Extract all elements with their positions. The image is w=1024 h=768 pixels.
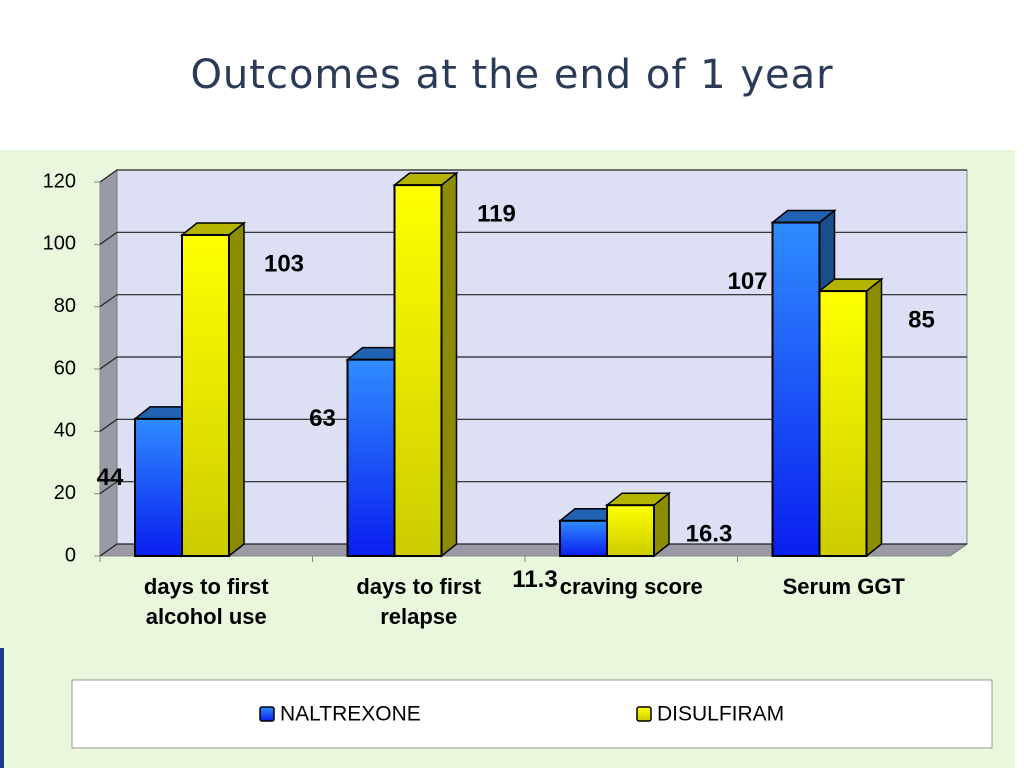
- grid-line: [99, 418, 967, 432]
- value-label: 85: [908, 306, 935, 333]
- legend-label: NALTREXONE: [280, 703, 421, 726]
- legend-label: DISULFIRAM: [657, 703, 784, 726]
- x-tick-label: craving score: [559, 574, 703, 599]
- bar-side: [228, 221, 245, 558]
- bar-side: [865, 277, 883, 558]
- bar: [346, 358, 396, 557]
- legend-box: [71, 679, 993, 749]
- y-tick-label: 40: [54, 420, 76, 442]
- value-label: 11.3: [512, 566, 557, 593]
- x-tick-label: Serum GGT: [782, 574, 905, 599]
- value-label: 103: [264, 250, 304, 277]
- bar: [559, 519, 608, 558]
- x-tick-label: days to first alcohol use: [143, 574, 269, 629]
- grid-line: [99, 231, 967, 245]
- y-tick-label: 0: [65, 544, 76, 566]
- value-label: 63: [309, 405, 336, 432]
- bar: [606, 504, 655, 557]
- y-tick-label: 20: [54, 482, 76, 504]
- legend-swatch: [259, 706, 275, 722]
- y-tick-label: 80: [54, 295, 76, 317]
- bar: [134, 417, 183, 557]
- value-label: 107: [727, 268, 767, 295]
- y-tick-label: 100: [43, 233, 76, 255]
- x-tick-label: days to first relapse: [356, 574, 482, 629]
- chart-title: Outcomes at the end of 1 year: [190, 52, 834, 98]
- y-tick-label: 60: [54, 357, 76, 379]
- value-label: 119: [477, 200, 516, 227]
- accent-bar: [0, 648, 4, 768]
- grid-line: [99, 169, 967, 183]
- bar: [393, 184, 443, 557]
- bar: [181, 233, 230, 557]
- bar: [818, 290, 868, 557]
- grid-line: [99, 543, 967, 557]
- legend-swatch: [636, 706, 652, 722]
- value-label: 44: [97, 464, 124, 491]
- bar: [771, 221, 821, 557]
- grid-line: [99, 294, 967, 308]
- grid-line: [99, 481, 967, 495]
- y-tick-label: 120: [43, 170, 76, 192]
- value-label: 16.3: [686, 521, 733, 548]
- bar-side: [440, 171, 458, 558]
- grid-line: [99, 356, 967, 370]
